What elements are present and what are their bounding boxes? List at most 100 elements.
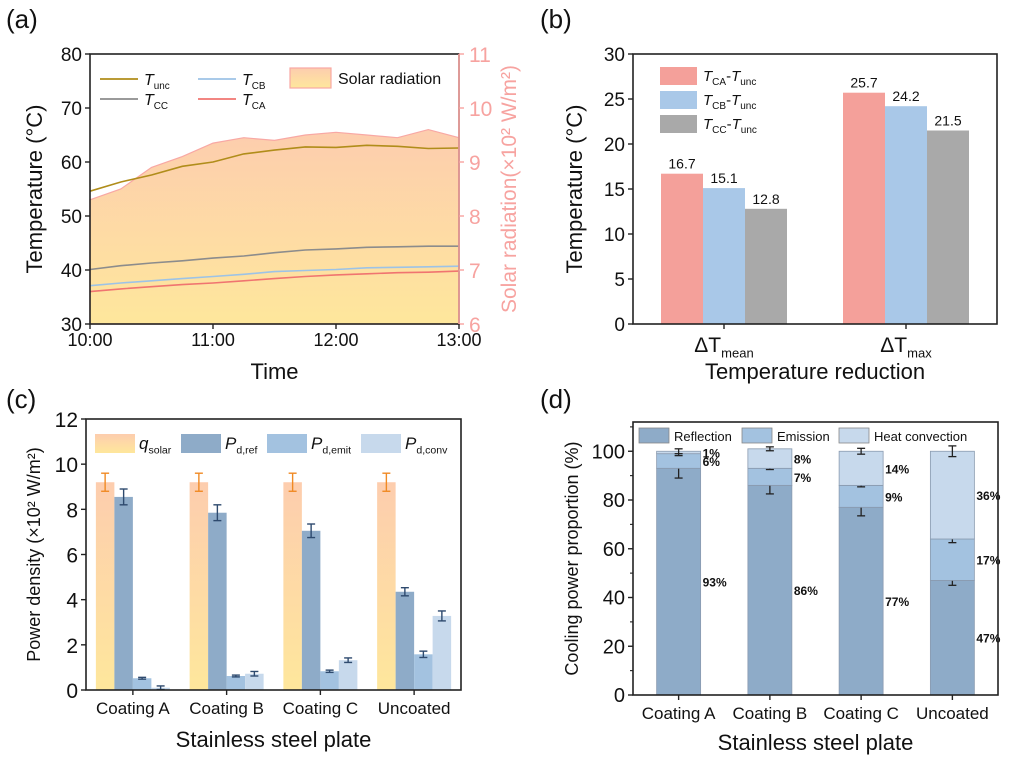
x-tick-label: 13:00 xyxy=(436,330,481,350)
y-tick-label: 5 xyxy=(614,270,625,291)
bar-Heat convection-3 xyxy=(929,450,975,540)
y-tick-label: 15 xyxy=(604,180,625,201)
legend-label-Emission: Emission xyxy=(777,429,830,444)
bar-P_d,conv-1 xyxy=(245,673,264,690)
legend-label-Heat convection: Heat convection xyxy=(874,429,967,444)
bar-q_solar-1 xyxy=(189,482,209,690)
data-label: 1% xyxy=(703,446,721,460)
data-label: 86% xyxy=(794,584,818,598)
x-tick-label: 12:00 xyxy=(313,330,358,350)
x-tick-label: Coating A xyxy=(642,704,716,723)
y-tick-label: 4 xyxy=(66,590,78,613)
series-line-T_CA xyxy=(89,270,460,293)
bar-Reflection-2 xyxy=(838,506,884,696)
y-tick-label: 50 xyxy=(61,207,82,228)
x-tick-label-max: ΔTmax xyxy=(880,334,932,360)
y-axis-title: Power density (×10² W/m²) xyxy=(24,447,44,662)
plot-frame xyxy=(632,421,999,696)
bar-q_solar-0 xyxy=(95,482,115,690)
data-label: 16.7 xyxy=(668,156,695,172)
legend-label-T_CA-T_unc: TCA-Tunc xyxy=(703,68,756,88)
legend-swatch-P_d,conv xyxy=(361,434,401,453)
legend-label-T_CB: TCB xyxy=(242,72,266,92)
x-axis-title: Temperature reduction xyxy=(705,359,925,384)
bar-P_d,ref-3 xyxy=(395,591,415,690)
data-label: 21.5 xyxy=(934,113,961,129)
legend-label-T_CB-T_unc: TCB-Tunc xyxy=(703,92,756,112)
legend-label-T_CA: TCA xyxy=(242,92,266,112)
legend-label-P_d,conv: Pd,conv xyxy=(405,434,448,456)
y-axis-title: Cooling power proportion (%) xyxy=(562,441,582,675)
legend-swatch-q_solar xyxy=(95,434,135,453)
bar-P_d,emit-0 xyxy=(132,678,152,690)
y-axis-title: Temperature (°C) xyxy=(22,105,47,274)
series-line-T_CB xyxy=(89,265,460,287)
bar-T_CB-T_unc-1 xyxy=(885,106,927,324)
bar-Heat convection-1 xyxy=(747,448,793,469)
bar-q_solar-3 xyxy=(377,482,396,690)
legend-swatch-Reflection xyxy=(638,427,670,444)
y-tick-label: 20 xyxy=(604,135,625,156)
y-tick-label: 6 xyxy=(66,545,78,568)
panel-label-d: (d) xyxy=(540,384,572,414)
x-axis-title: Time xyxy=(250,359,298,384)
y-tick-label: 60 xyxy=(603,539,625,561)
legend-swatch-Heat convection xyxy=(838,427,870,444)
bar-P_d,emit-3 xyxy=(414,654,433,690)
data-label: 12.8 xyxy=(752,191,779,207)
legend-label-Reflection: Reflection xyxy=(674,429,732,444)
y-tick-label: 25 xyxy=(604,90,625,111)
legend-label-q_solar: qsolar xyxy=(139,434,172,456)
legend-swatch-T_CC-T_unc xyxy=(660,115,697,133)
y2-axis-title: Solar radiation(×10² W/m²) xyxy=(498,65,521,313)
legend-label-T_CC-T_unc: TCC-Tunc xyxy=(703,116,757,136)
series-line-T_CC xyxy=(89,245,459,271)
legend-swatch-Emission xyxy=(741,427,773,444)
x-tick-label: Uncoated xyxy=(916,704,989,723)
y2-tick-label: 10 xyxy=(469,98,492,121)
bar-q_solar-2 xyxy=(283,482,302,690)
y-tick-label: 12 xyxy=(55,409,78,432)
y-tick-label: 80 xyxy=(603,490,625,512)
legend-swatch-T_CB-T_unc xyxy=(660,91,697,109)
x-tick-label: Coating B xyxy=(189,699,264,718)
panel-b: 16.7 25.7 15.1 24.2 12.8 21.5 0 5 10 15 20 25 30 ΔTme… xyxy=(562,45,998,384)
bar-Emission-1 xyxy=(747,467,793,486)
legend-label-T_unc: Tunc xyxy=(144,72,170,92)
legend-label-P_d,ref: Pd,ref xyxy=(225,434,257,456)
y2-tick-label: 7 xyxy=(469,260,481,283)
y-tick-label: 20 xyxy=(603,636,625,658)
y-tick-label: 10 xyxy=(55,454,78,477)
series-line-T_unc xyxy=(89,144,460,192)
data-label: 9% xyxy=(885,490,903,504)
y-tick-label: 2 xyxy=(66,635,78,658)
x-tick-label: 11:00 xyxy=(191,330,235,350)
data-label: 8% xyxy=(794,453,812,467)
data-label: 7% xyxy=(794,471,812,485)
panel-d: 93% 6%1% Coating A 86% 7% 8% Coating B 77% 9% 14%… xyxy=(562,421,1001,755)
y2-tick-label: 6 xyxy=(469,314,481,337)
bar-P_d,conv-2 xyxy=(338,660,358,690)
legend-label-P_d,emit: Pd,emit xyxy=(311,434,351,456)
bar-Reflection-0 xyxy=(656,467,702,696)
legend-swatch-T_CA-T_unc xyxy=(660,67,697,85)
data-label: 36% xyxy=(976,489,1000,503)
panel-label-b: (b) xyxy=(540,4,572,34)
panel-label-a: (a) xyxy=(6,4,38,34)
bar-P_d,ref-2 xyxy=(301,530,321,690)
data-label: 6% xyxy=(703,455,721,469)
y-tick-label: 100 xyxy=(592,441,625,463)
bar-T_CA-T_unc-1 xyxy=(843,92,885,324)
panel-label-c: (c) xyxy=(6,384,37,414)
data-label: 25.7 xyxy=(850,75,877,91)
bar-Emission-3 xyxy=(929,538,975,581)
bar-P_d,emit-2 xyxy=(320,671,339,690)
y2-tick-label: 9 xyxy=(469,152,481,175)
y2-tick-label: 8 xyxy=(469,206,481,229)
y-tick-label: 30 xyxy=(604,45,625,66)
data-label: 93% xyxy=(703,576,727,590)
panel-c: Coating A Coating B Coating C Uncoated 0 2 4 6 8… xyxy=(24,409,462,752)
bar-P_d,conv-3 xyxy=(432,615,452,690)
legend-swatch-P_d,ref xyxy=(181,434,221,453)
x-axis-title: Stainless steel plate xyxy=(718,730,914,755)
